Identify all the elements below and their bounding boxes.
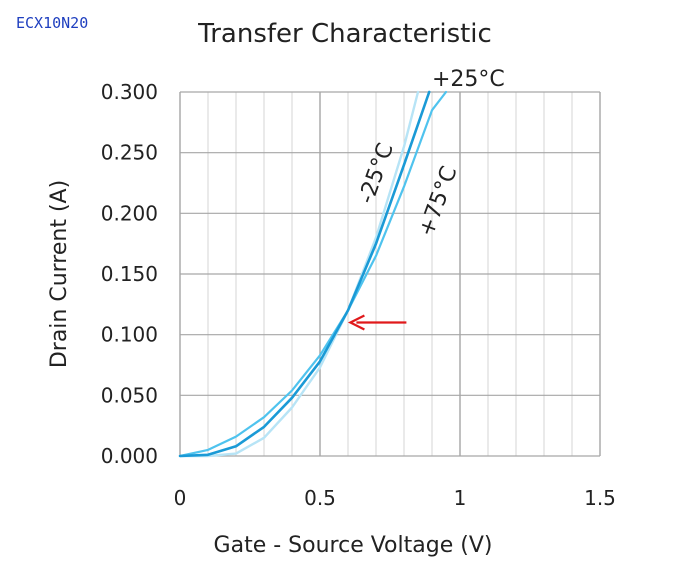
series-line-0	[178, 90, 448, 458]
x-tick-label: 1.5	[584, 486, 616, 510]
y-tick-label: 0.050	[101, 383, 158, 407]
x-tick-label: 0.5	[304, 486, 336, 510]
x-tick-label: 0	[174, 486, 187, 510]
part-code: ECX10N20	[16, 14, 89, 32]
annotations	[347, 314, 407, 331]
arrow-head	[347, 314, 365, 331]
series-label-plus75: +75°C	[414, 163, 462, 240]
series-line-1	[178, 90, 431, 458]
y-tick-label: 0.300	[101, 80, 158, 104]
chart-title: Transfer Characteristic	[197, 19, 492, 49]
x-tick-label: 1	[454, 486, 467, 510]
intersection-arrow	[347, 314, 407, 331]
y-tick-labels: 0.000 0.050 0.100 0.150 0.200 0.250 0.300	[101, 80, 158, 468]
y-axis-label: Drain Current (A)	[47, 180, 72, 368]
y-tick-label: 0.100	[101, 323, 158, 347]
grid	[179, 91, 601, 457]
y-tick-label: 0.150	[101, 262, 158, 286]
x-axis-label: Gate - Source Voltage (V)	[214, 533, 493, 558]
x-tick-labels: 0 0.5 1 1.5	[174, 486, 616, 510]
y-tick-label: 0.200	[101, 201, 158, 225]
series-line-2	[178, 90, 420, 458]
y-tick-label: 0.000	[101, 444, 158, 468]
y-tick-label: 0.250	[101, 141, 158, 165]
curves	[178, 90, 448, 458]
series-label-plus25: +25°C	[432, 67, 505, 92]
